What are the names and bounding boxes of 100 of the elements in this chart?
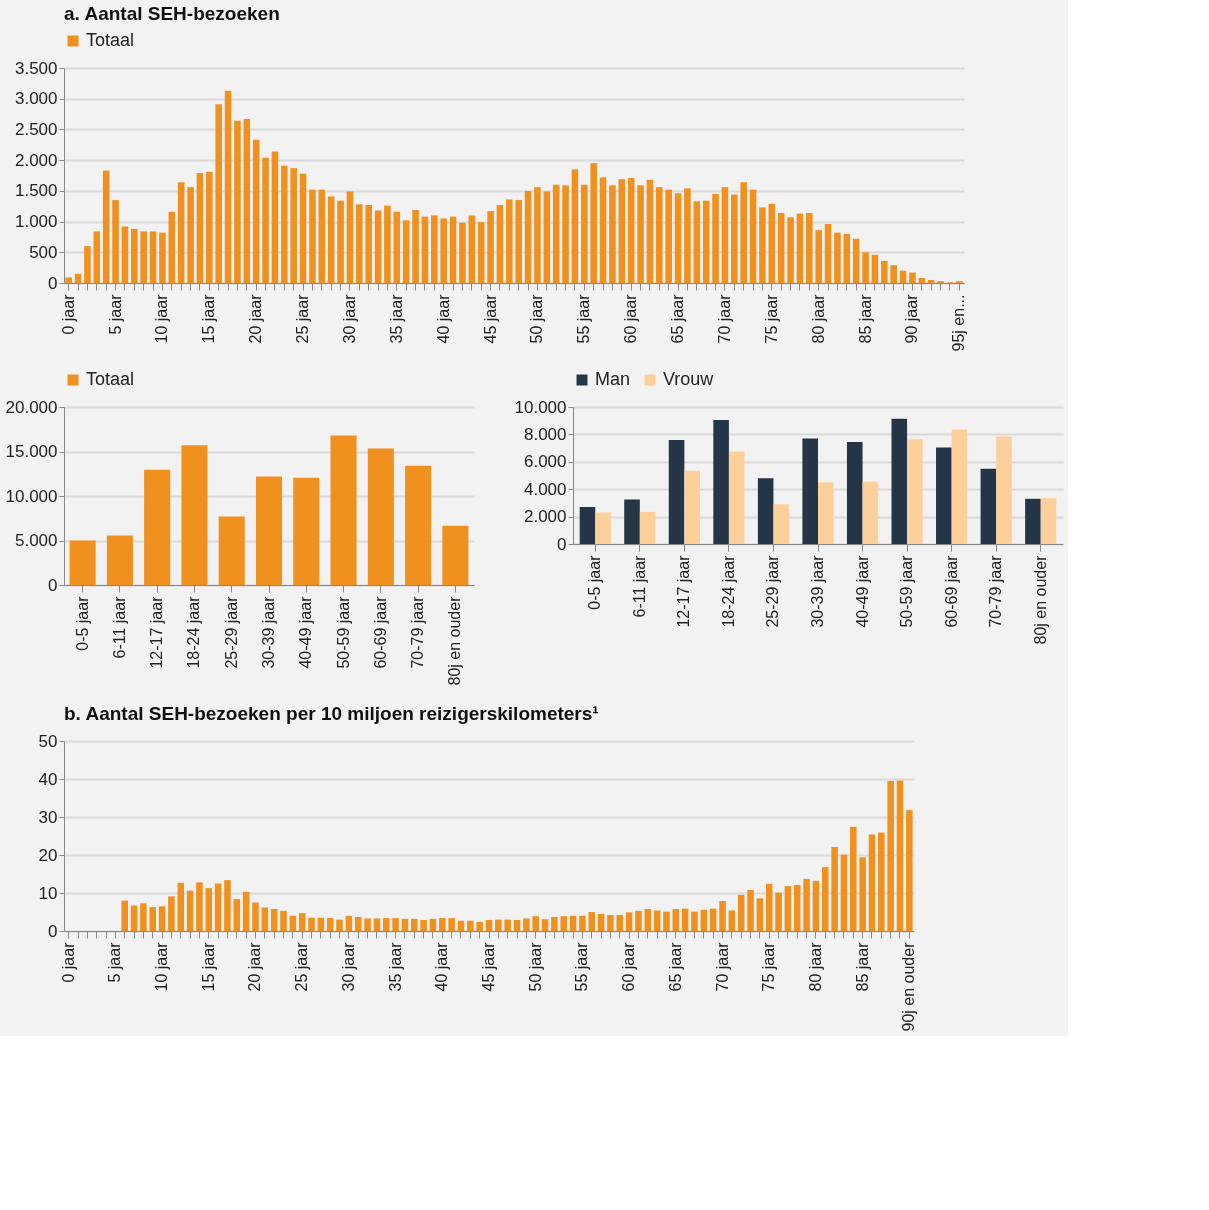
- x-tick-label: 50-59 jaar: [334, 595, 352, 669]
- bar: [337, 200, 344, 283]
- bar: [106, 535, 133, 585]
- bar: [84, 246, 91, 283]
- bar: [635, 910, 642, 931]
- bar: [793, 885, 801, 931]
- x-tick-label: 20 jaar: [247, 293, 265, 344]
- x-tick-label: 45 jaar: [481, 293, 499, 344]
- bar: [218, 516, 245, 585]
- bar: [130, 905, 138, 931]
- y-tick-label: 2.000: [523, 507, 567, 527]
- bar: [719, 900, 726, 931]
- legend-label: Man: [595, 369, 631, 389]
- bar: [196, 882, 203, 931]
- bar: [345, 915, 353, 931]
- bar: [112, 200, 119, 283]
- bar: [936, 447, 952, 544]
- x-tick-label: 0-5 jaar: [73, 595, 91, 651]
- bar: [384, 205, 391, 283]
- bar: [187, 187, 194, 283]
- bar: [336, 919, 343, 931]
- bar: [588, 912, 596, 931]
- bar: [411, 918, 418, 931]
- bar: [756, 898, 764, 931]
- bar: [560, 916, 567, 931]
- bar: [644, 908, 652, 931]
- bar: [590, 163, 597, 283]
- y-tick-label: 10.000: [5, 486, 58, 506]
- x-tick-label: 35 jaar: [387, 293, 405, 344]
- bar: [168, 896, 175, 931]
- x-tick-label: 50 jaar: [526, 941, 544, 992]
- bar: [713, 420, 729, 544]
- x-tick-label: 15 jaar: [199, 941, 217, 992]
- x-tick-label: 95j en...: [950, 294, 968, 352]
- x-tick-label: 40 jaar: [434, 293, 452, 344]
- y-tick-label: 0: [48, 921, 58, 941]
- x-tick-label: 40-49 jaar: [853, 554, 871, 628]
- bar: [815, 230, 822, 283]
- bar: [846, 441, 863, 544]
- y-tick-label: 0: [48, 273, 58, 293]
- chart-title: a. Aantal SEH-bezoeken: [64, 3, 280, 24]
- bar: [909, 272, 916, 283]
- x-tick-label: 5 jaar: [106, 941, 124, 983]
- bar: [627, 177, 635, 283]
- x-tick-label: 50-59 jaar: [898, 554, 916, 628]
- bar: [309, 189, 316, 283]
- bar: [907, 439, 923, 544]
- bar: [709, 908, 717, 931]
- x-tick-label: 12-17 jaar: [675, 554, 693, 628]
- x-tick-label: 6-11 jaar: [630, 554, 648, 618]
- y-tick-label: 3.000: [14, 89, 58, 109]
- bar: [393, 211, 401, 283]
- bar: [700, 909, 708, 931]
- bar: [495, 919, 502, 931]
- bar: [93, 231, 101, 283]
- bar: [280, 910, 287, 931]
- bar: [784, 886, 792, 931]
- bar: [102, 170, 110, 283]
- x-tick-label: 5 jaar: [106, 293, 124, 335]
- bar: [144, 469, 171, 585]
- bar: [504, 919, 511, 931]
- x-tick-label: 65 jaar: [669, 293, 687, 344]
- bar: [206, 171, 213, 283]
- bar: [373, 918, 381, 931]
- bar: [616, 915, 624, 931]
- bar: [506, 199, 513, 283]
- bar: [625, 912, 633, 931]
- x-tick-label: 30-39 jaar: [260, 595, 277, 669]
- legend-label: Totaal: [86, 369, 135, 389]
- bar: [646, 179, 654, 283]
- bar: [487, 211, 494, 283]
- bar: [637, 185, 644, 283]
- x-tick-label: 70-79 jaar: [987, 554, 1005, 628]
- y-tick-label: 10: [38, 883, 58, 903]
- bar: [159, 232, 166, 283]
- bar: [262, 157, 269, 283]
- bar: [121, 900, 128, 931]
- bar: [773, 504, 790, 544]
- x-tick-label: 40-49 jaar: [297, 595, 315, 669]
- x-tick-label: 18-24 jaar: [185, 595, 203, 669]
- bar: [579, 915, 586, 931]
- x-tick-label: 80j en ouder: [1031, 554, 1049, 645]
- bar: [665, 189, 672, 283]
- bar: [618, 179, 626, 283]
- y-tick-label: 0: [557, 534, 567, 554]
- bar: [158, 906, 166, 931]
- bar: [131, 228, 138, 283]
- y-tick-label: 1.500: [14, 181, 58, 201]
- bar: [624, 499, 640, 544]
- x-tick-label: 12-17 jaar: [148, 595, 166, 669]
- bar: [951, 429, 968, 544]
- y-tick-label: 5.000: [14, 531, 58, 550]
- bar: [149, 907, 157, 931]
- bar: [1025, 498, 1041, 544]
- bar: [467, 920, 474, 931]
- x-tick-label: 20 jaar: [246, 941, 264, 992]
- bar: [862, 481, 879, 544]
- y-tick-label: 20.000: [5, 397, 58, 417]
- bar: [541, 919, 549, 931]
- bar: [252, 139, 260, 283]
